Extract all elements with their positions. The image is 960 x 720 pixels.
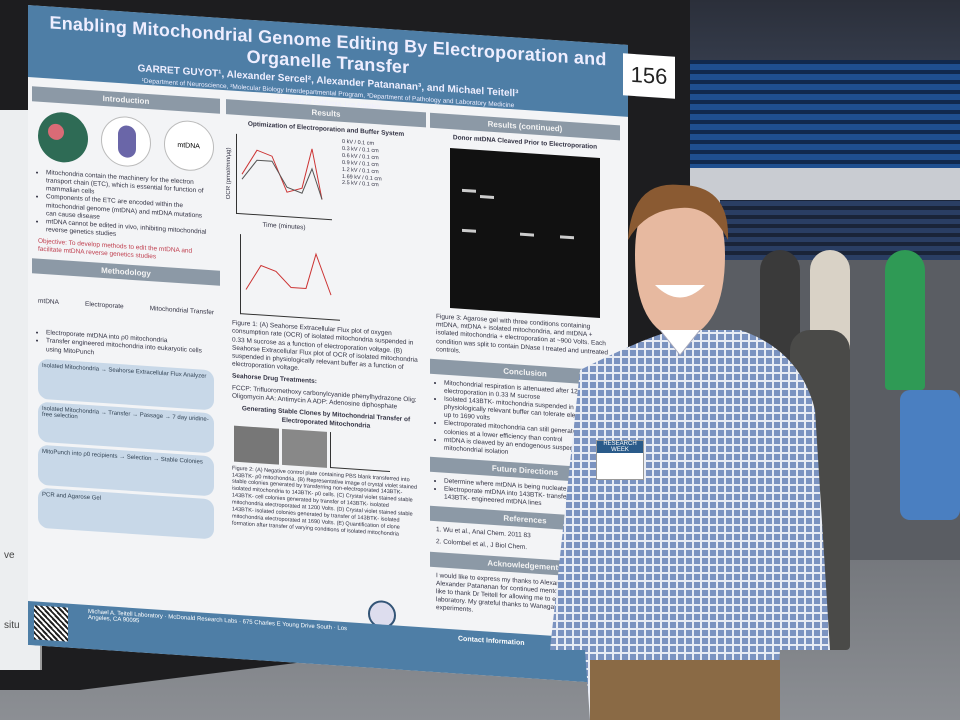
- contact-info: Contact Information: [458, 635, 525, 647]
- arena-seats: [690, 60, 960, 170]
- intro-bullets: Mitochondria contain the machinery for t…: [32, 166, 220, 247]
- arena-seats-lower: [720, 200, 960, 260]
- colony-bar-chart: [330, 432, 390, 472]
- research-poster: Enabling Mitochondrial Genome Editing By…: [28, 5, 628, 685]
- plate-image: [234, 425, 279, 464]
- tote-bag: [900, 390, 960, 520]
- legend-item: 2.5 kV / 0.1 cm: [342, 180, 379, 189]
- label: Mitochondrial Transfer: [149, 305, 214, 317]
- poster-number: 156: [623, 53, 675, 99]
- column-left: Introduction mtDNA Mitochondria contain …: [32, 83, 220, 542]
- hair: [628, 184, 729, 240]
- mitochondrion-icon: [101, 115, 151, 168]
- y-axis-label: OCR (pmol/min/µg): [226, 147, 232, 200]
- label: Electroporate: [84, 300, 124, 311]
- ocr-plot-b: [240, 234, 340, 321]
- cell-icon: [38, 111, 88, 164]
- smile: [655, 285, 705, 298]
- ocr-plot-a: [236, 134, 332, 220]
- arena-wall: [690, 168, 960, 204]
- plot-legend: 0 kV / 0.1 cm 0.3 kV / 0.1 cm 0.6 kV / 0…: [336, 137, 388, 241]
- mtdna-label: mtDNA: [177, 141, 200, 151]
- method-diagram: MitoPunch into ρ0 recipients → Selection…: [38, 444, 214, 496]
- plate-image: [282, 428, 327, 467]
- fragment-text: situ: [4, 620, 20, 631]
- label: mtDNA: [38, 297, 59, 307]
- method-diagram: PCR and Agarose Gel: [38, 487, 214, 539]
- name-badge: RESEARCH WEEK: [596, 440, 644, 480]
- lab-info: Michael A. Teitell Laboratory · McDonald…: [88, 608, 348, 633]
- collar: [659, 329, 701, 356]
- column-middle: Results Optimization of Electroporation …: [226, 96, 426, 542]
- method-diagram: Isolated Mitochondria → Transfer → Passa…: [38, 401, 214, 453]
- badge-text: RESEARCH WEEK: [597, 441, 643, 453]
- pants: [590, 660, 780, 720]
- figure-2-caption: Figure 2: (A) Negative control plate con…: [232, 465, 418, 538]
- qr-code-icon: [34, 605, 68, 641]
- presenter: [550, 184, 830, 720]
- bystander: [885, 250, 925, 390]
- ocr-plots: OCR (pmol/min/µg) Time (minutes) 0 kV / …: [226, 129, 426, 242]
- method-diagram: Isolated Mitochondria → Seahorse Extrace…: [38, 358, 214, 410]
- mtdna-icon: mtDNA: [164, 119, 214, 172]
- face: [635, 190, 725, 340]
- plaid-shirt: [550, 330, 830, 720]
- fragment-text: ve: [4, 550, 15, 561]
